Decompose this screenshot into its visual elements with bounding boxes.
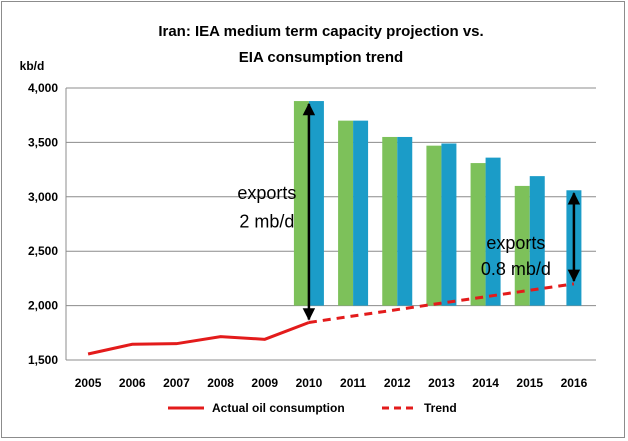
x-tick-label: 2007 xyxy=(163,376,190,390)
y-tick-label: 2,500 xyxy=(28,244,58,258)
x-tick-label: 2011 xyxy=(340,376,366,390)
arrow-layer xyxy=(302,102,581,321)
export-annotation-2mbd-line2: 2 mb/d xyxy=(239,211,294,231)
x-tick-label: 2014 xyxy=(472,376,499,390)
bar-blue xyxy=(397,136,413,306)
y-tick-label: 4,000 xyxy=(28,81,58,95)
y-axis-label: kb/d xyxy=(20,59,45,73)
bar-green xyxy=(514,185,530,306)
bar-blue xyxy=(485,157,501,306)
x-tick-label: 2005 xyxy=(75,376,102,390)
chart-title-line1: Iran: IEA medium term capacity projectio… xyxy=(158,23,483,40)
x-tick-label: 2010 xyxy=(296,376,323,390)
bar-blue xyxy=(308,101,324,306)
legend: Actual oil consumption Trend xyxy=(168,401,457,415)
x-tick-label: 2008 xyxy=(207,376,234,390)
y-tick-label: 1,500 xyxy=(28,353,58,367)
y-tick-label: 3,500 xyxy=(28,135,58,149)
x-tick-label: 2009 xyxy=(251,376,278,390)
actual-consumption-line xyxy=(87,321,310,356)
x-tick-label: 2006 xyxy=(119,376,146,390)
bar-green xyxy=(426,145,442,306)
y-tick-label: 2,000 xyxy=(28,299,58,313)
y-tick-label: 3,000 xyxy=(28,190,58,204)
trend-line xyxy=(308,282,575,324)
axis-layer: 1,500 2,000 2,500 3,000 3,500 4,000 2005 2006 20… xyxy=(28,81,596,390)
bar-green xyxy=(293,101,309,306)
legend-trend-label: Trend xyxy=(424,401,457,415)
x-tick-label: 2016 xyxy=(561,376,588,390)
export-annotation-08mbd-line1: exports xyxy=(486,233,545,253)
x-tick-label: 2015 xyxy=(516,376,543,390)
chart-title-line2: EIA consumption trend xyxy=(239,49,403,66)
line-layer xyxy=(87,282,575,356)
bar-blue xyxy=(441,143,457,306)
bar-blue xyxy=(529,176,545,306)
x-tick-label: 2012 xyxy=(384,376,411,390)
bar-green xyxy=(338,120,354,306)
export-annotation-2mbd-line1: exports xyxy=(237,183,296,203)
legend-actual-consumption-label: Actual oil consumption xyxy=(212,401,345,415)
export-annotation-08mbd-line2: 0.8 mb/d xyxy=(481,259,551,279)
bar-green xyxy=(382,136,398,306)
x-tick-label: 2013 xyxy=(428,376,455,390)
bar-blue xyxy=(353,120,369,306)
bar-green xyxy=(470,163,486,306)
